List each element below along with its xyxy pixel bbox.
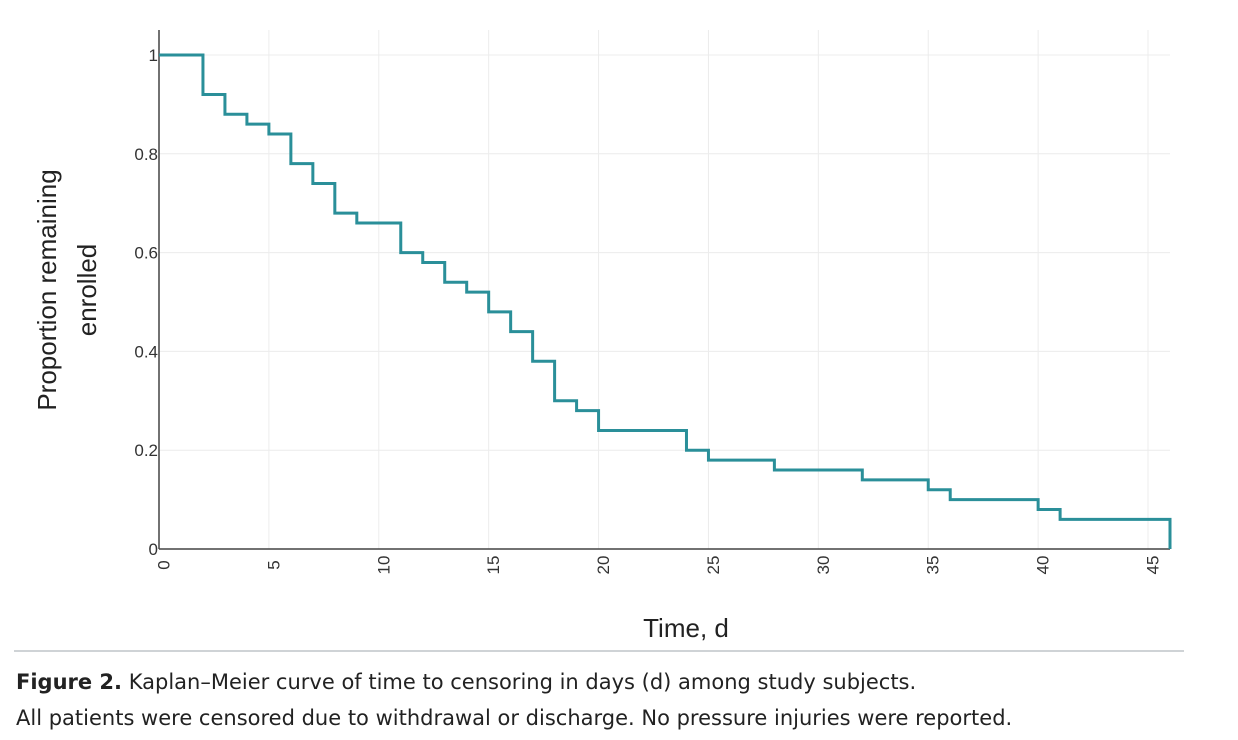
x-tick-label: 35: [924, 556, 943, 575]
caption-divider: [14, 650, 1184, 652]
y-tick-label: 0.6: [134, 244, 158, 263]
figure-label: Figure 2.: [16, 670, 123, 694]
figure-caption: Figure 2. Kaplan–Meier curve of time to …: [16, 664, 1216, 736]
y-tick-label: 0: [149, 540, 158, 559]
grid-lines: [158, 30, 1170, 550]
tick-labels: 0 5 10 15 20 25 30 35 40 45 0 0.2 0.4 0.6 0.8 1: [134, 46, 1162, 574]
survival-curve: [159, 53, 1172, 549]
x-tick-label: 30: [814, 556, 833, 575]
y-tick-label: 0.8: [134, 145, 158, 164]
caption-text-1: Kaplan–Meier curve of time to censoring …: [128, 670, 917, 694]
x-tick-label: 40: [1034, 556, 1053, 575]
y-axis-title-line-2: enrolled: [72, 244, 102, 337]
x-tick-label: 5: [264, 560, 283, 569]
caption-line-2: All patients were censored due to withdr…: [16, 706, 1013, 730]
x-tick-label: 25: [704, 556, 723, 575]
x-tick-label: 45: [1144, 556, 1163, 575]
x-tick-label: 20: [594, 556, 613, 575]
y-tick-label: 0.2: [134, 441, 158, 460]
x-tick-label: 0: [154, 560, 173, 569]
x-axis-title: Time, d: [643, 613, 729, 643]
kaplan-meier-chart: 0 5 10 15 20 25 30 35 40 45 0 0.2 0.4 0.6 0.8 1 Time, d…: [32, 30, 1172, 643]
y-axis-title-line-1: Proportion remaining: [32, 169, 62, 410]
caption-line-1: Figure 2. Kaplan–Meier curve of time to …: [16, 664, 1216, 700]
y-tick-label: 0.4: [134, 342, 158, 361]
x-tick-label: 10: [374, 556, 393, 575]
x-tick-label: 15: [484, 556, 503, 575]
y-tick-label: 1: [149, 46, 158, 65]
axis-titles: Time, d Proportion remaining enrolled: [32, 169, 729, 643]
axes: [158, 30, 1170, 550]
survival-step-line: [159, 53, 1172, 549]
